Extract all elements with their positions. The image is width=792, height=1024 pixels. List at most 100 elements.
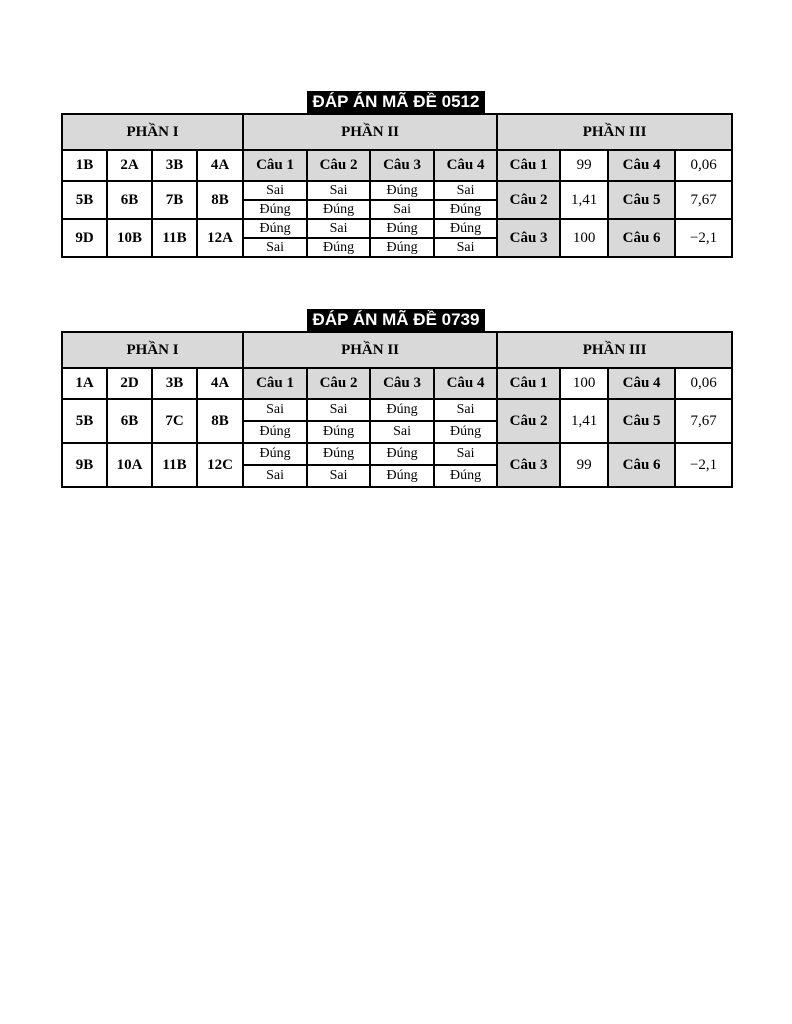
table-row: 1A 2D 3B 4A Câu 1 Câu 2 Câu 3 Câu 4 Câu …: [61, 367, 734, 400]
part1-answer-cell: 11B: [151, 218, 198, 258]
part3-value-cell: 7,67: [674, 180, 734, 220]
part2-answer-cell: Đúng: [242, 442, 309, 466]
table-row: 9D 10B 11B 12A Đúng Sai Đúng Đúng Câu 3 …: [61, 218, 734, 258]
part1-answer-cell: 4A: [195, 367, 245, 400]
part1-answer-cell: 9B: [61, 442, 108, 488]
part3-label-cell: Câu 3: [496, 442, 562, 488]
part1-answer-cell: 11B: [151, 442, 198, 488]
part2-header-cell: Câu 4: [433, 149, 499, 182]
part1-answer-cell: 3B: [151, 367, 198, 400]
part2-answer-cell: Đúng: [369, 442, 436, 466]
section-header-row: PHẦN I PHẦN II PHẦN III: [60, 113, 734, 151]
part3-label-cell: Câu 2: [496, 180, 562, 220]
part2-answer-cell: Đúng: [433, 218, 499, 239]
section-header-part3: PHẦN III: [496, 113, 734, 151]
part3-value-cell: 99: [559, 442, 610, 488]
part2-header-cell: Câu 3: [369, 367, 436, 400]
part3-label-cell: Câu 1: [496, 367, 562, 400]
part2-answer-cell: Sai: [306, 398, 372, 422]
part1-answer-cell: 7C: [151, 398, 198, 444]
part3-value-cell: 1,41: [559, 398, 610, 444]
part2-answer-cell: Đúng: [306, 442, 372, 466]
part2-answer-cell: Sai: [433, 398, 499, 422]
part1-answer-cell: 3B: [151, 149, 198, 182]
part2-answer-cell: Sai: [369, 420, 436, 444]
part3-value-cell: 99: [559, 149, 610, 182]
part1-answer-cell: 2A: [106, 149, 153, 182]
part2-answer-cell: Đúng: [433, 199, 499, 220]
section-header-row: PHẦN I PHẦN II PHẦN III: [60, 331, 734, 369]
answer-key-block-0512: ĐÁP ÁN MÃ ĐỀ 0512 PHẦN I PHẦN II PHẦN II…: [60, 91, 734, 258]
part1-answer-cell: 9D: [61, 218, 108, 258]
part1-answer-cell: 8B: [195, 180, 245, 220]
section-header-part1: PHẦN I: [60, 113, 245, 151]
part2-header-cell: Câu 4: [433, 367, 499, 400]
part3-label-cell: Câu 5: [607, 398, 677, 444]
part2-answer-cell: Đúng: [306, 199, 372, 220]
answer-key-block-0739: ĐÁP ÁN MÃ ĐỀ 0739 PHẦN I PHẦN II PHẦN II…: [60, 309, 734, 488]
part3-value-cell: 100: [559, 367, 610, 400]
table-row: Đúng Đúng Sai Đúng: [62, 199, 732, 220]
part3-value-cell: 0,06: [674, 367, 734, 400]
part2-header-cell: Câu 1: [242, 367, 309, 400]
part1-answer-cell: 8B: [195, 398, 245, 444]
part2-answer-cell: Đúng: [433, 420, 499, 444]
table-row: 9B 10A 11B 12C Đúng Đúng Đúng Sai Câu 3 …: [61, 442, 734, 488]
part2-answer-cell: Sai: [433, 442, 499, 466]
part2-header-cell: Câu 2: [306, 149, 372, 182]
part2-answer-cell: Sai: [433, 180, 499, 201]
part2-answer-cell: Sai: [369, 199, 436, 220]
part2-answer-cell: Sai: [242, 180, 309, 201]
part3-label-cell: Câu 4: [607, 367, 677, 400]
table-row: 1B 2A 3B 4A Câu 1 Câu 2 Câu 3 Câu 4 Câu …: [61, 149, 734, 182]
part2-answer-cell: Đúng: [306, 420, 372, 444]
part3-label-cell: Câu 2: [496, 398, 562, 444]
part1-answer-cell: 1A: [61, 367, 108, 400]
part3-label-cell: Câu 5: [607, 180, 677, 220]
part1-answer-cell: 2D: [106, 367, 153, 400]
part2-answer-cell: Sai: [306, 180, 372, 201]
part2-answer-cell: Đúng: [242, 420, 309, 444]
answer-key-title: ĐÁP ÁN MÃ ĐỀ 0739: [306, 309, 486, 331]
part2-answer-cell: Đúng: [369, 218, 436, 239]
part2-header-cell: Câu 3: [369, 149, 436, 182]
part2-answer-cell: Đúng: [242, 199, 309, 220]
part2-answer-cell: Đúng: [369, 237, 436, 258]
table-row: Sai Sai Đúng Đúng: [62, 464, 732, 488]
part1-answer-cell: 5B: [61, 398, 108, 444]
part3-label-cell: Câu 4: [607, 149, 677, 182]
part1-answer-cell: 10B: [106, 218, 153, 258]
answer-key-title: ĐÁP ÁN MÃ ĐỀ 0512: [306, 91, 486, 113]
part1-answer-cell: 4A: [195, 149, 245, 182]
part1-answer-cell: 5B: [61, 180, 108, 220]
part1-answer-cell: 6B: [106, 398, 153, 444]
part1-answer-cell: 1B: [61, 149, 108, 182]
part2-answer-cell: Đúng: [433, 464, 499, 488]
section-header-part3: PHẦN III: [496, 331, 734, 369]
part1-answer-cell: 12A: [195, 218, 245, 258]
part2-header-cell: Câu 1: [242, 149, 309, 182]
part2-header-cell: Câu 2: [306, 367, 372, 400]
part3-label-cell: Câu 6: [607, 442, 677, 488]
part3-value-cell: 100: [559, 218, 610, 258]
table-row: Đúng Đúng Sai Đúng: [62, 420, 732, 444]
part2-answer-cell: Đúng: [369, 180, 436, 201]
part1-answer-cell: 12C: [195, 442, 245, 488]
table-row: 5B 6B 7C 8B Sai Sai Đúng Sai Câu 2 1,41 …: [61, 398, 734, 444]
part1-answer-cell: 10A: [106, 442, 153, 488]
part3-value-cell: 0,06: [674, 149, 734, 182]
part2-answer-cell: Đúng: [306, 237, 372, 258]
part2-answer-cell: Sai: [242, 464, 309, 488]
table-row: Sai Đúng Đúng Sai: [62, 237, 732, 258]
part2-answer-cell: Đúng: [369, 398, 436, 422]
answer-table-0739: PHẦN I PHẦN II PHẦN III 1A 2D 3B 4A Câu …: [60, 331, 734, 488]
section-header-part1: PHẦN I: [60, 331, 245, 369]
part2-answer-cell: Sai: [242, 237, 309, 258]
part3-label-cell: Câu 3: [496, 218, 562, 258]
part2-answer-cell: Sai: [433, 237, 499, 258]
part2-answer-cell: Đúng: [369, 464, 436, 488]
part2-answer-cell: Sai: [242, 398, 309, 422]
part1-answer-cell: 7B: [151, 180, 198, 220]
part3-label-cell: Câu 6: [607, 218, 677, 258]
